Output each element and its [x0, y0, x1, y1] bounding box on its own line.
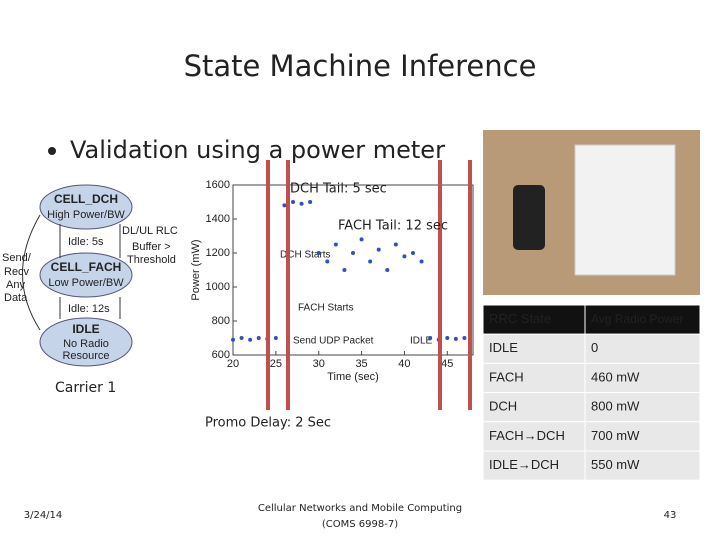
annotation: FACH Starts [298, 303, 354, 314]
data-point [231, 337, 235, 342]
table-row [482, 392, 701, 423]
edge-label: Idle: 12s [68, 303, 110, 315]
y-tick-label: 800 [212, 315, 230, 327]
table-cell: 550 mW [591, 457, 640, 472]
data-point [445, 336, 450, 340]
data-point [308, 200, 313, 204]
data-point [411, 251, 415, 255]
x-tick-label: 40 [398, 358, 410, 370]
node-label: CELL_FACH [51, 260, 122, 274]
data-point [316, 251, 321, 255]
data-point [239, 336, 244, 340]
node [39, 317, 133, 367]
node-label: CELL_DCH [54, 192, 118, 206]
node [39, 184, 133, 230]
table: RRC State Avg Radio Power IDLE 0 FACH 460 mW D… [482, 304, 701, 481]
table-cell: 700 mW [591, 428, 640, 443]
data-point [462, 336, 467, 340]
table-cell: 0 [591, 340, 598, 355]
data-point [273, 336, 278, 340]
data-point [368, 259, 373, 264]
edge-label: DL/UL RLC [122, 225, 178, 237]
y-tick-label: 1600 [206, 179, 230, 191]
annotation: IDLE [410, 336, 433, 347]
footer-course: (COMS 6998-7) [322, 519, 398, 530]
edge-label: Data [4, 292, 28, 304]
power-plot: Power (mW) Time (sec) DCH Starts FACH St… [190, 179, 474, 383]
node [39, 252, 133, 298]
data-point [282, 203, 287, 208]
table-cell: DCH [489, 399, 517, 414]
callout: Promo Delay: 2 Sec [205, 416, 331, 431]
data-point [419, 259, 424, 264]
x-tick-label: 20 [227, 358, 239, 370]
y-tick-label: 1200 [206, 247, 230, 259]
table-cell: FACH→DCH [489, 428, 565, 443]
y-axis-label: Power (mW) [190, 239, 202, 300]
node-label: IDLE [72, 322, 99, 336]
table-cell: FACH [489, 369, 524, 384]
data-point [333, 242, 338, 247]
x-tick-label: 35 [355, 358, 367, 370]
node-sub: Low Power/BW [48, 277, 124, 289]
callout: DCH Tail: 5 sec [290, 182, 387, 197]
data-point [256, 336, 261, 340]
x-tick-label: 30 [313, 358, 325, 370]
footer-date: 3/24/14 [24, 510, 63, 521]
title: State Machine Inference [184, 49, 537, 83]
x-tick-label: 45 [441, 358, 453, 370]
table-row [482, 421, 701, 452]
data-point [299, 201, 304, 206]
node-sub: High Power/BW [47, 209, 125, 221]
data-point [428, 336, 433, 340]
marker-lines [266, 160, 472, 410]
data-point [359, 237, 364, 242]
data-point [248, 337, 253, 342]
annotation: DCH Starts [280, 250, 331, 261]
data-point [325, 259, 330, 264]
data-point [385, 268, 390, 272]
x-axis-label: Time (sec) [327, 371, 379, 383]
data-point [291, 200, 295, 204]
edge-label: Threshold [127, 254, 176, 266]
edge-label: Idle: 5s [68, 236, 104, 248]
y-tick-label: 1400 [206, 213, 230, 225]
edge-label: Send/ [2, 252, 32, 264]
y-tick-label: 600 [212, 349, 230, 361]
table-header-cell: RRC State [489, 311, 551, 326]
node-sub: No Radio [63, 338, 109, 350]
data-point [376, 247, 381, 252]
node-sub: Resource [62, 350, 109, 362]
caption: Carrier 1 [55, 380, 116, 396]
table-header-row [482, 304, 701, 335]
data-point [342, 268, 347, 272]
data-point [351, 251, 355, 255]
table-row [482, 450, 701, 481]
data-point [402, 254, 407, 259]
edge-label: Recv [4, 266, 30, 278]
data-point [453, 336, 458, 341]
state-diagram: CELL_DCH High Power/BW CELL_FACH Low Pow… [2, 184, 178, 367]
table-cell: IDLE→DCH [489, 457, 559, 472]
table-cell: 800 mW [591, 399, 640, 414]
table-header-cell: Avg Radio Power [591, 312, 684, 326]
footer-page: 43 [664, 510, 677, 521]
table-cell: 460 mW [591, 369, 640, 384]
bullet: Validation using a power meter [70, 136, 445, 164]
callout: FACH Tail: 12 sec [338, 219, 448, 234]
edge-label: Buffer > [132, 241, 171, 253]
x-tick-label: 25 [270, 358, 282, 370]
y-tick-label: 1000 [206, 281, 230, 293]
data-point [393, 242, 398, 247]
table-cell: IDLE [489, 340, 518, 355]
footer-course: Cellular Networks and Mobile Computing [258, 503, 462, 514]
edge-label: Any [6, 279, 25, 291]
annotation: Send UDP Packet [293, 336, 374, 347]
